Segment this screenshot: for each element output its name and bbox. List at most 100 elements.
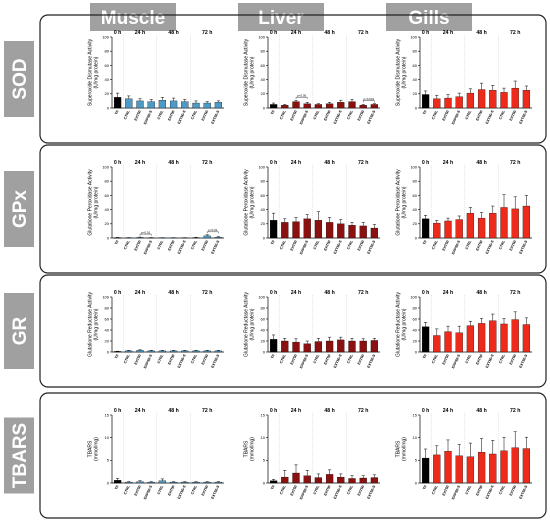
bar — [511, 208, 519, 239]
category-label: T0 — [422, 485, 427, 490]
bar — [433, 454, 441, 484]
bar — [511, 87, 519, 109]
category-label: CTRL — [498, 353, 506, 364]
category-label: EXT50-S — [367, 484, 377, 499]
y-tick-label: 20 — [413, 338, 418, 343]
category-label: T0 — [270, 485, 275, 490]
category-label: EXT50 — [357, 110, 365, 122]
y-axis-label: Glutatione Reductase Activity(U/mg prote… — [396, 291, 408, 357]
category-label: CTRL — [190, 484, 198, 495]
category-label: EXT50 — [201, 485, 209, 497]
category-label: EXPS0-S — [143, 239, 153, 255]
bar — [269, 480, 278, 484]
category-label: EXT50 — [290, 110, 298, 122]
bar — [181, 481, 189, 484]
bar — [325, 103, 334, 109]
bar — [489, 320, 497, 353]
row-box-gpx — [39, 144, 547, 274]
category-label: EXT50-S — [485, 109, 495, 124]
time-label: 72 h — [358, 290, 368, 296]
bar — [281, 105, 289, 109]
category-label: EXT50-S — [211, 239, 221, 254]
bar — [522, 205, 531, 239]
bar — [147, 481, 155, 484]
column-header-muscle-bg — [90, 3, 176, 31]
category-label: CTRL — [123, 353, 131, 364]
y-tick-label: 60 — [105, 316, 110, 321]
bar — [337, 476, 345, 484]
bar — [477, 89, 486, 109]
category-label: EXT50 — [442, 485, 450, 497]
time-label: 24 h — [135, 408, 145, 414]
y-tick-label: 40 — [413, 77, 418, 82]
category-label: CTRL — [313, 239, 321, 250]
category-label: EXT50 — [442, 110, 450, 122]
category-label: EXT50-S — [367, 109, 377, 124]
time-label: 48 h — [324, 160, 334, 166]
bar — [136, 481, 144, 484]
bar — [370, 340, 379, 353]
bar — [444, 451, 452, 484]
y-tick-label: 100 — [102, 294, 109, 299]
bar — [325, 222, 334, 239]
significance-bracket — [207, 231, 219, 234]
y-tick-label: 10 — [413, 435, 418, 440]
y-tick-label: 0 — [415, 235, 418, 240]
y-tick-label: 100 — [410, 164, 417, 169]
category-label: CTRL — [157, 484, 165, 495]
y-tick-label: 0 — [415, 349, 418, 354]
significance-label: p<0.05 — [297, 93, 307, 97]
bar — [214, 481, 223, 484]
y-tick-label: 60 — [261, 316, 266, 321]
time-label: 0 h — [422, 160, 430, 166]
bar — [147, 237, 155, 239]
bar — [337, 223, 345, 239]
bar — [433, 98, 441, 109]
chart-gpx-liver: Glutatione Peroxidase Activity(U/mg prot… — [244, 160, 380, 255]
y-tick-label: 80 — [261, 49, 266, 54]
time-label: 24 h — [443, 30, 453, 36]
category-label: EXT50-S — [211, 484, 221, 499]
bar — [421, 94, 430, 109]
y-tick-label: 100 — [102, 34, 109, 39]
category-label: EXT50-S — [177, 353, 187, 368]
bar — [455, 96, 463, 109]
category-label: EXT50 — [167, 485, 175, 497]
row-box-tbars — [39, 392, 547, 519]
category-label: EXT50-S — [333, 109, 343, 124]
category-label: EXT50-S — [333, 484, 343, 499]
category-label: T0 — [422, 240, 427, 245]
time-label: 24 h — [443, 160, 453, 166]
bar — [489, 212, 497, 239]
category-label: EXT50-S — [177, 484, 187, 499]
bar — [500, 450, 508, 484]
y-tick-label: 10 — [105, 435, 110, 440]
bar — [314, 104, 323, 109]
y-tick-label: 0 — [107, 105, 110, 110]
y-tick-label: 60 — [261, 193, 266, 198]
time-label: 48 h — [168, 30, 178, 36]
y-tick-label: 60 — [105, 193, 110, 198]
bar — [158, 480, 167, 484]
bar — [500, 323, 508, 353]
category-label: EXT50 — [442, 354, 450, 366]
time-label: 48 h — [476, 160, 486, 166]
category-label: CTRL — [498, 484, 506, 495]
bar — [489, 453, 497, 484]
category-label: EXT50-S — [485, 353, 495, 368]
time-label: 24 h — [135, 30, 145, 36]
category-label: CTRL — [190, 239, 198, 250]
bar — [147, 350, 155, 353]
y-tick-label: 100 — [258, 164, 265, 169]
category-label: CTRL — [498, 109, 506, 120]
y-tick-label: 15 — [261, 412, 266, 417]
bar — [147, 101, 155, 109]
category-label: T0 — [114, 485, 119, 490]
y-tick-label: 20 — [413, 91, 418, 96]
time-label: 24 h — [291, 160, 301, 166]
category-label: CTRL — [465, 484, 473, 495]
bar — [466, 325, 475, 353]
category-label: CTRL — [279, 109, 287, 120]
y-tick-label: 20 — [413, 221, 418, 226]
bar — [370, 227, 379, 239]
